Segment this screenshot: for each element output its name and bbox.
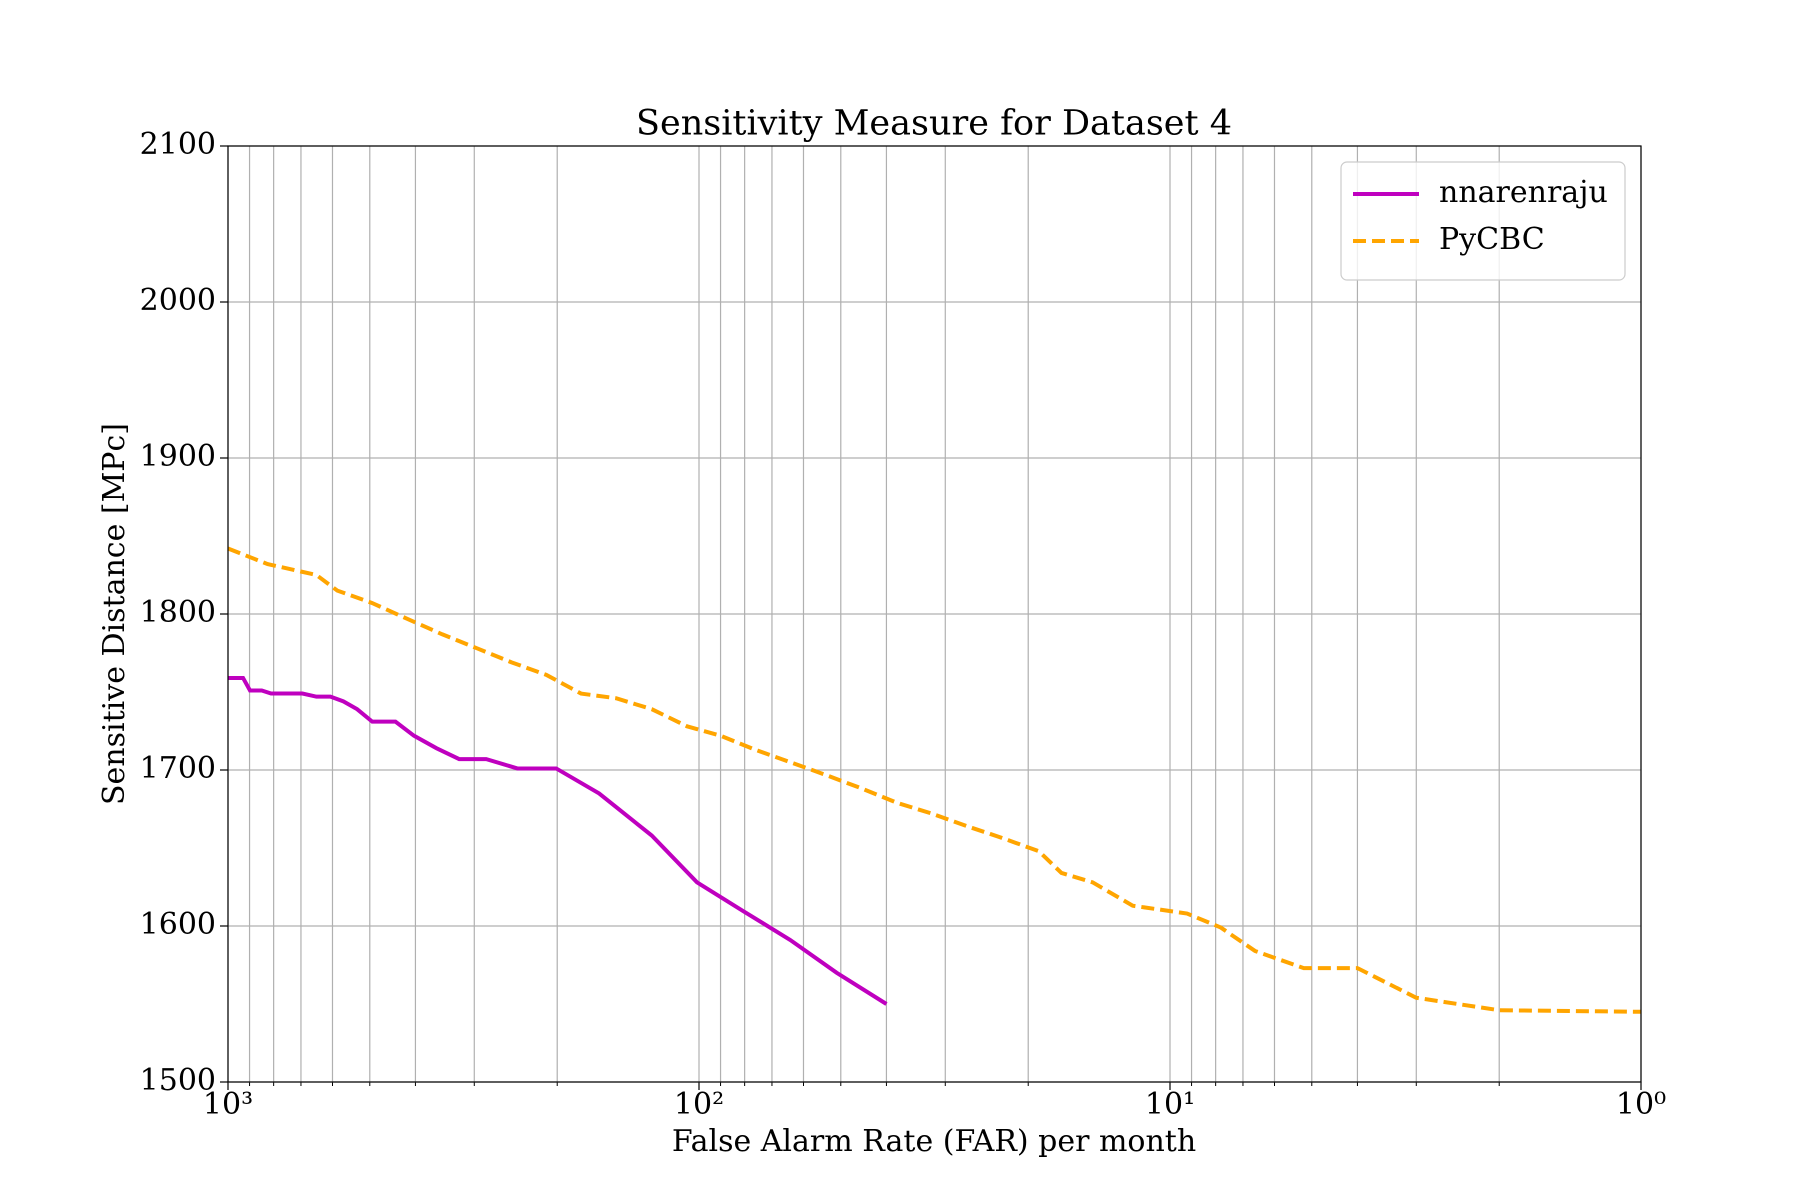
y-tick-label: 1800 (140, 595, 216, 630)
data-line (227, 546, 1642, 1014)
y-tick-label: 2100 (140, 127, 216, 162)
x-tick-label: 10³ (203, 1087, 253, 1122)
chart-title: Sensitivity Measure for Dataset 4 (636, 104, 1232, 144)
x-tick-label: 10² (674, 1087, 724, 1122)
y-tick-label: 1700 (140, 751, 216, 786)
x-axis-label: False Alarm Rate (FAR) per month (672, 1124, 1196, 1159)
legend: nnarenraju PyCBC (1340, 161, 1626, 281)
legend-box (1340, 161, 1626, 281)
legend-label: nnarenraju (1439, 175, 1608, 210)
plot-frame (227, 145, 1642, 1083)
y-tick-label: 1600 (140, 907, 216, 942)
data-line (228, 675, 888, 1006)
legend-label: PyCBC (1439, 222, 1545, 257)
y-tick-label: 2000 (140, 283, 216, 318)
y-axis-label: Sensitive Distance [MPc] (97, 423, 132, 805)
x-tick-label: 10¹ (1145, 1087, 1195, 1122)
x-tick-label: 10⁰ (1616, 1087, 1666, 1122)
y-tick-label: 1500 (140, 1063, 216, 1098)
y-tick-label: 1900 (140, 439, 216, 474)
